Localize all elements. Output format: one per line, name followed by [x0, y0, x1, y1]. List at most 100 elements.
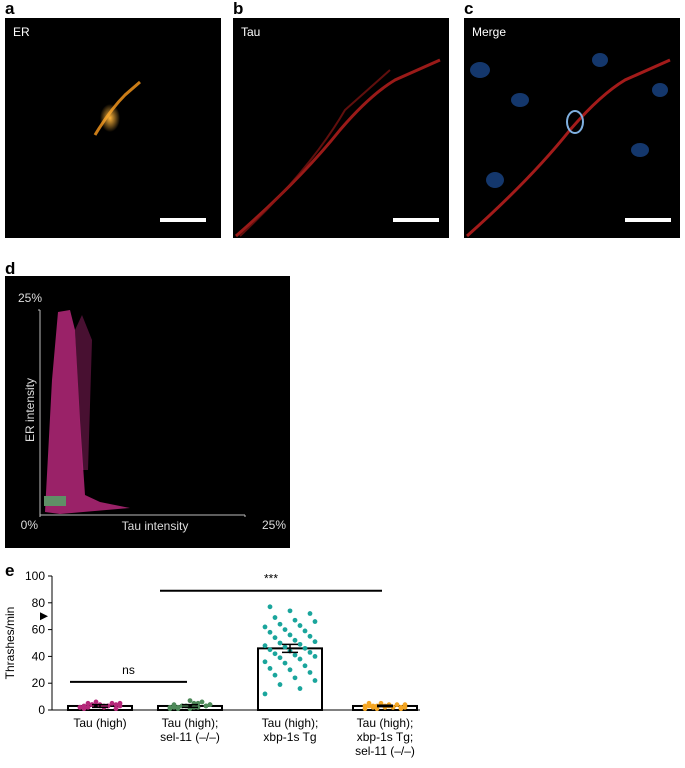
- data-point: [267, 666, 273, 671]
- error-bar: [377, 704, 393, 708]
- data-point: [262, 643, 268, 649]
- data-point: [312, 678, 318, 683]
- y-tick-label: 60: [32, 623, 46, 637]
- data-point: [167, 704, 173, 710]
- image-c: [464, 18, 680, 238]
- data-point: [302, 628, 308, 634]
- x-tick-label: Tau (high);: [357, 716, 414, 730]
- y-axis-label: Thrashes/min: [3, 607, 17, 680]
- data-point: [312, 619, 318, 624]
- data-point: [292, 652, 298, 658]
- panel-label: ER: [13, 25, 30, 39]
- data-point: [292, 637, 298, 643]
- data-point: [394, 702, 400, 708]
- data-point: [287, 608, 293, 614]
- y-tick-label: 100: [25, 569, 45, 583]
- data-point: [297, 686, 303, 691]
- data-point: [302, 645, 308, 651]
- data-point: [307, 611, 313, 616]
- data-point: [378, 700, 384, 706]
- data-point: [81, 706, 87, 712]
- data-point: [287, 667, 293, 673]
- x-tick-label: xbp-1s Tg;: [357, 730, 413, 744]
- data-point: [402, 704, 408, 710]
- data-point: [302, 663, 308, 669]
- data-point: [109, 700, 115, 706]
- data-point: [85, 704, 91, 710]
- x-tick-label: xbp-1s Tg: [263, 730, 316, 744]
- y-tick-label: 25%: [18, 291, 42, 305]
- data-point: [262, 659, 268, 665]
- data-point: [297, 656, 303, 662]
- significance-label: ***: [264, 572, 278, 586]
- data-point: [366, 700, 372, 706]
- data-point: [312, 654, 318, 659]
- y-tick-label: 0: [38, 703, 45, 717]
- significance-label: ns: [122, 663, 135, 677]
- error-bar: [282, 643, 298, 654]
- data-point: [292, 617, 298, 623]
- data-point: [187, 698, 193, 704]
- x-tick-label: 0%: [21, 518, 39, 532]
- data-point: [282, 644, 288, 650]
- data-point: [312, 639, 318, 645]
- data-point: [267, 629, 273, 635]
- data-point: [277, 621, 283, 627]
- data-point: [262, 624, 268, 630]
- data-point: [292, 675, 298, 681]
- panel-letter: d: [5, 259, 15, 278]
- data-point: [272, 635, 278, 641]
- data-point: [85, 700, 91, 706]
- data-point: [77, 704, 83, 710]
- data-point: [277, 640, 283, 646]
- data-point: [93, 699, 99, 705]
- data-point: [267, 647, 273, 653]
- data-point: [199, 699, 205, 705]
- data-point: [307, 649, 313, 655]
- data-point: [113, 702, 119, 708]
- panel-letter: e: [5, 561, 14, 580]
- panel-label: Merge: [472, 25, 506, 39]
- data-point: [398, 704, 404, 710]
- data-point: [282, 627, 288, 632]
- data-point: [262, 691, 268, 697]
- data-point: [113, 706, 119, 712]
- image-b: [233, 18, 449, 238]
- data-point: [277, 655, 283, 661]
- x-tick-label: sel-11 (–/–): [160, 730, 220, 744]
- data-point: [287, 632, 293, 638]
- bar: [257, 647, 323, 711]
- x-tick-label: Tau (high): [73, 716, 126, 730]
- reference-marker: [40, 612, 48, 621]
- panel-letter: a: [5, 0, 15, 18]
- data-point: [307, 670, 313, 675]
- data-point: [282, 660, 288, 666]
- data-point: [277, 682, 283, 687]
- panel-letter: c: [464, 0, 473, 18]
- data-point: [267, 604, 273, 610]
- y-tick-label: 40: [32, 649, 46, 663]
- data-point: [117, 703, 123, 709]
- data-point: [207, 702, 213, 708]
- scatter-cloud: [44, 310, 130, 514]
- x-tick-label: Tau (high);: [162, 716, 219, 730]
- y-axis-label: ER intensity: [23, 378, 37, 442]
- image-a: [5, 18, 221, 238]
- x-tick-label: Tau (high);: [262, 716, 319, 730]
- error-bar: [182, 703, 198, 709]
- data-point: [297, 641, 303, 647]
- data-point: [175, 706, 181, 712]
- y-tick-label: 80: [32, 596, 46, 610]
- data-point: [272, 672, 278, 678]
- data-point: [272, 615, 278, 620]
- panel-letter: b: [233, 0, 243, 18]
- x-axis-label: Tau intensity: [122, 519, 189, 533]
- data-point: [272, 651, 278, 657]
- y-tick-label: 20: [32, 676, 46, 690]
- x-tick-label: sel-11 (–/–): [355, 744, 415, 758]
- x-tick-label: 25%: [262, 518, 286, 532]
- panel-label: Tau: [241, 25, 260, 39]
- error-bar: [92, 703, 108, 709]
- data-point: [370, 703, 376, 709]
